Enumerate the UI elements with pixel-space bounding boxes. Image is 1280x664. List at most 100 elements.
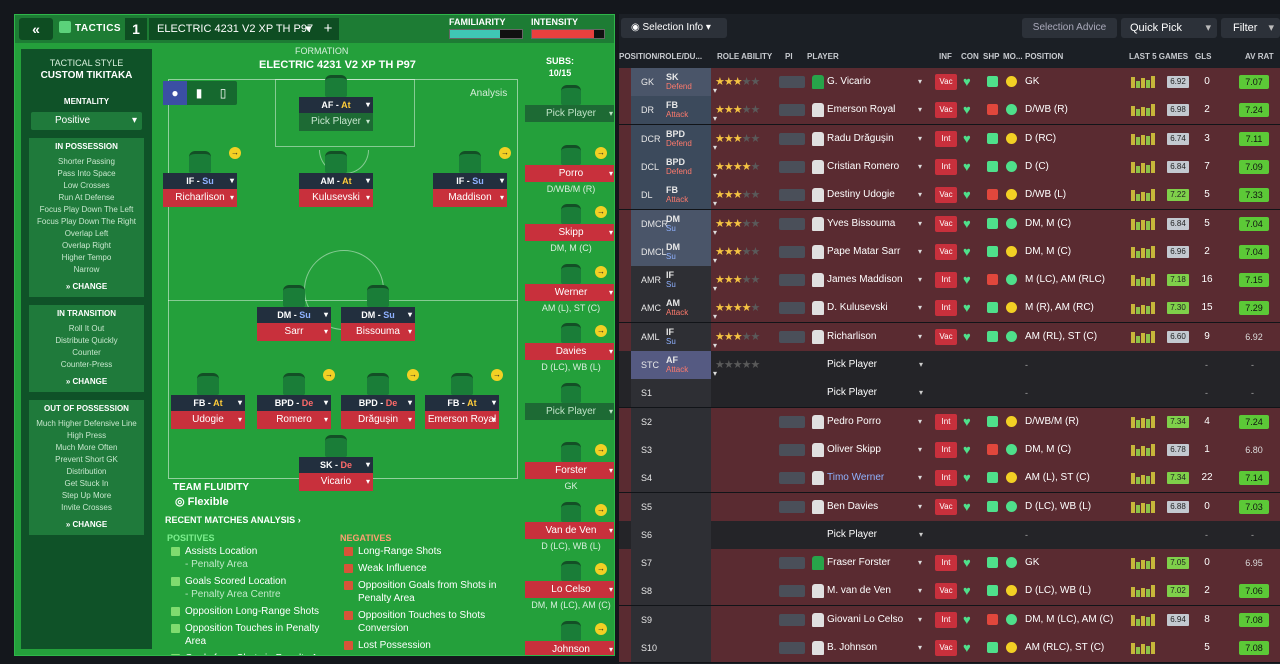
player-row[interactable]: S6 Pick Player - - -	[619, 520, 1280, 549]
sub-player[interactable]: Pick Player	[525, 85, 614, 122]
player-row[interactable]: DMCR DM Su ▾ ★★★★★ Yves Bissouma ▾ Vac ♥ DM, M (C…	[619, 209, 1280, 238]
player-name[interactable]: Pape Matar Sarr	[827, 245, 901, 257]
player-name[interactable]: G. Vicario	[827, 76, 871, 87]
player-name-dropdown[interactable]: Vicario	[299, 473, 373, 491]
mentality-dropdown[interactable]: Positive	[31, 112, 142, 130]
sub-name-dropdown[interactable]: Porro	[525, 164, 614, 182]
player-view-icon[interactable]: ●	[163, 81, 187, 105]
player-instructions-icon[interactable]	[779, 245, 805, 258]
player-instructions-icon[interactable]	[779, 415, 805, 428]
player-row[interactable]: S4 Timo Werner ▾ Int ♥ AM (L), ST (C) 7.34 22 7.…	[619, 464, 1280, 493]
pitch-player-bpd_l[interactable]: BPD - DeRomero	[257, 373, 331, 429]
pitch-player-fb_l[interactable]: FB - AtUdogie	[171, 373, 245, 429]
player-instructions-icon[interactable]	[779, 613, 805, 626]
sub-player[interactable]: PorroD/WB/M (R)	[525, 144, 614, 194]
role-dropdown[interactable]: FB - At	[171, 395, 245, 411]
sub-name-dropdown[interactable]: Skipp	[525, 224, 614, 241]
player-row[interactable]: S7 Fraser Forster ▾ Int ♥ GK 7.05 0 6.95	[619, 549, 1280, 578]
player-name-dropdown[interactable]: Richarlison	[163, 189, 237, 207]
sub-name-dropdown[interactable]: Pick Player	[525, 105, 614, 122]
player-name-dropdown[interactable]: Pick Player	[299, 113, 373, 131]
sub-player[interactable]: Pick Player	[525, 382, 614, 420]
role-cell[interactable]: BPD Defend	[666, 128, 692, 148]
player-name[interactable]: Cristian Romero	[827, 160, 900, 172]
sub-player[interactable]: Van de VenD (LC), WB (L)	[525, 501, 614, 551]
player-name-dropdown[interactable]: Emerson Royal	[425, 411, 499, 429]
sub-player[interactable]: Lo Celso DM, M (LC), AM (C)	[525, 561, 614, 610]
player-instructions-icon[interactable]	[779, 104, 805, 117]
player-instructions-icon[interactable]	[779, 472, 805, 485]
player-dropdown-chevron-icon[interactable]: ▾	[918, 218, 923, 228]
player-instructions-icon[interactable]	[779, 585, 805, 598]
role-cell[interactable]: BPD Defend	[666, 156, 692, 176]
player-name[interactable]: Fraser Forster	[827, 557, 891, 569]
sub-name-dropdown[interactable]: Johnson	[525, 640, 614, 655]
pitch-player-bpd_r[interactable]: BPD - DeDrăguşin	[341, 373, 415, 429]
player-dropdown-chevron-icon[interactable]: ▾	[918, 275, 923, 285]
sub-name-dropdown[interactable]: Pick Player	[525, 402, 614, 420]
player-row[interactable]: S8 M. van de Ven ▾ Vac ♥ D (LC), WB (L) 7.02 2 7…	[619, 577, 1280, 606]
filter-button[interactable]: Filter	[1221, 18, 1280, 38]
player-dropdown-chevron-icon[interactable]: ▾	[918, 246, 923, 256]
player-name[interactable]: Oliver Skipp	[827, 443, 881, 455]
selection-advice-button[interactable]: Selection Advice	[1022, 18, 1117, 38]
role-dropdown-chevron-icon[interactable]: ▾	[713, 284, 718, 294]
player-dropdown-chevron-icon[interactable]: ▾	[918, 416, 923, 426]
tactic-name-dropdown[interactable]: ELECTRIC 4231 V2 XP TH P97	[149, 18, 317, 40]
player-dropdown-chevron-icon[interactable]: ▾	[918, 77, 923, 86]
player-instructions-icon[interactable]	[779, 330, 805, 343]
player-name[interactable]: Yves Bissouma	[827, 217, 896, 229]
role-dropdown-chevron-icon[interactable]: ▾	[713, 369, 718, 378]
quick-pick-button[interactable]: Quick Pick	[1121, 18, 1217, 38]
player-instructions-icon[interactable]	[779, 189, 805, 202]
column-header[interactable]: SHP	[983, 52, 1000, 61]
column-header[interactable]: INF	[939, 52, 952, 61]
player-name[interactable]: Destiny Udogie	[827, 189, 895, 201]
player-name[interactable]: Pedro Porro	[827, 415, 881, 427]
column-header[interactable]: MO...	[1003, 52, 1023, 61]
player-dropdown-chevron-icon[interactable]: ▾	[918, 444, 923, 454]
column-header[interactable]: ROLE ABILITY	[717, 52, 773, 61]
player-instructions-icon[interactable]	[779, 500, 805, 513]
sub-name-dropdown[interactable]: Werner	[525, 283, 614, 301]
player-dropdown-chevron-icon[interactable]: ▾	[918, 558, 923, 568]
player-name[interactable]: M. van de Ven	[827, 585, 891, 597]
player-row[interactable]: DL FB Attack ▾ ★★★★★ Destiny Udogie ▾ Vac ♥ D/WB …	[619, 181, 1280, 210]
player-row[interactable]: AML IF Su ▾ ★★★★★ Richarlison ▾ Vac ♥ AM (RL), ST…	[619, 322, 1280, 351]
player-name-dropdown[interactable]: Kulusevski	[299, 189, 373, 207]
player-instructions-icon[interactable]	[779, 274, 805, 287]
sub-player[interactable]: Davies D (LC), WB (L)	[525, 323, 614, 372]
in-possession-change-button[interactable]: » CHANGE	[65, 282, 108, 291]
role-cell[interactable]: AM Attack	[666, 298, 689, 318]
role-dropdown[interactable]: AF - At	[299, 97, 373, 113]
pitch-player-fb_r[interactable]: FB - AtEmerson Royal	[425, 373, 499, 429]
player-row[interactable]: S10 B. Johnson ▾ Vac ♥ AM (RLC), ST (C) 5 7.08	[619, 634, 1280, 662]
player-name[interactable]: D. Kulusevski	[827, 302, 888, 314]
player-instructions-icon[interactable]	[779, 557, 805, 570]
role-dropdown[interactable]: BPD - De	[257, 395, 331, 411]
player-instructions-icon[interactable]	[779, 642, 805, 654]
player-instructions-icon[interactable]	[779, 443, 805, 456]
player-dropdown-chevron-icon[interactable]: ▾	[918, 614, 923, 624]
player-name[interactable]: Ben Davies	[827, 500, 879, 512]
player-dropdown-chevron-icon[interactable]: ▾	[918, 473, 923, 483]
player-name[interactable]: Emerson Royal	[827, 104, 896, 116]
pitch-player-af[interactable]: AF - AtPick Player	[299, 75, 373, 131]
role-dropdown[interactable]: IF - Su	[433, 173, 507, 189]
role-dropdown[interactable]: AM - At	[299, 173, 373, 189]
player-row[interactable]: DMCL DM Su ▾ ★★★★★ Pape Matar Sarr ▾ Vac ♥ DM, M …	[619, 237, 1280, 266]
role-dropdown-chevron-icon[interactable]: ▾	[713, 227, 718, 237]
pick-player-dropdown[interactable]: Pick Player	[827, 521, 923, 549]
player-row[interactable]: DR FB Attack ▾ ★★★★★ Emerson Royal ▾ Vac ♥ D/WB (…	[619, 96, 1280, 125]
player-name[interactable]: Radu Drăguşin	[827, 132, 894, 144]
player-row[interactable]: S5 Ben Davies ▾ Vac ♥ D (LC), WB (L) 6.88 0 7.03	[619, 492, 1280, 521]
role-dropdown[interactable]: DM - Su	[341, 307, 415, 323]
column-header[interactable]: GLS	[1195, 52, 1212, 61]
role-dropdown[interactable]: DM - Su	[257, 307, 331, 323]
pitch-player-if_l[interactable]: IF - SuRicharlison	[163, 151, 237, 207]
player-row[interactable]: S9 Giovani Lo Celso ▾ Int ♥ DM, M (LC), AM (C…	[619, 605, 1280, 634]
column-header[interactable]: CON	[961, 52, 979, 61]
player-dropdown-chevron-icon[interactable]: ▾	[918, 190, 923, 200]
player-name[interactable]: Timo Werner	[827, 472, 885, 484]
player-name-dropdown[interactable]: Drăguşin	[341, 411, 415, 429]
